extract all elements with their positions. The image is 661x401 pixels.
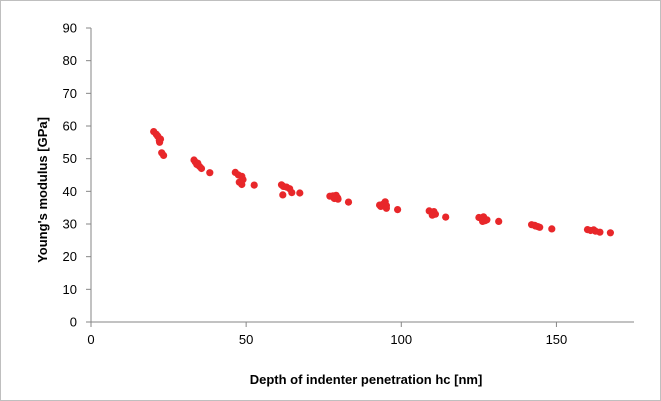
- axes: [86, 27, 634, 327]
- y-tick-label: 0: [70, 315, 77, 330]
- x-axis-title: Depth of indenter penetration hc [nm]: [250, 372, 483, 387]
- data-point: [279, 191, 287, 199]
- data-point: [206, 169, 214, 177]
- y-tick-label: 90: [63, 21, 77, 36]
- data-point: [238, 180, 246, 189]
- y-tick-label: 50: [63, 151, 77, 166]
- y-tick-label: 60: [63, 119, 77, 134]
- data-point: [160, 151, 168, 159]
- data-point: [479, 217, 487, 225]
- data-point: [548, 225, 556, 233]
- data-point: [394, 206, 402, 214]
- y-tick-label: 30: [63, 217, 77, 232]
- data-point: [197, 164, 206, 173]
- data-point: [296, 189, 304, 197]
- data-points: [150, 128, 615, 237]
- x-tick-label: 0: [87, 332, 94, 347]
- y-tick-label: 20: [63, 249, 77, 264]
- data-point: [531, 222, 539, 230]
- data-point: [606, 229, 615, 237]
- data-point: [377, 202, 385, 210]
- data-point: [330, 194, 338, 203]
- y-tick-label: 80: [63, 53, 77, 68]
- data-point: [596, 228, 604, 236]
- x-tick-label: 150: [546, 332, 568, 347]
- data-point: [156, 138, 164, 146]
- data-point: [442, 213, 450, 221]
- x-tick-label: 50: [239, 332, 253, 347]
- data-point: [382, 204, 390, 212]
- y-axis-title: Young's modulus [GPa]: [35, 117, 50, 263]
- tick-labels: 0 10 20 30 40 50 60 70 80 90 0 50 100 150: [63, 21, 568, 348]
- data-point: [495, 217, 503, 225]
- data-point: [250, 181, 258, 189]
- data-point: [288, 189, 296, 197]
- data-point: [428, 211, 436, 219]
- y-tick-label: 40: [63, 184, 77, 199]
- y-tick-label: 10: [63, 282, 77, 297]
- data-point: [194, 159, 202, 167]
- data-point: [344, 198, 353, 206]
- data-point: [153, 132, 161, 140]
- x-tick-label: 100: [390, 332, 412, 347]
- y-tick-label: 70: [63, 86, 77, 101]
